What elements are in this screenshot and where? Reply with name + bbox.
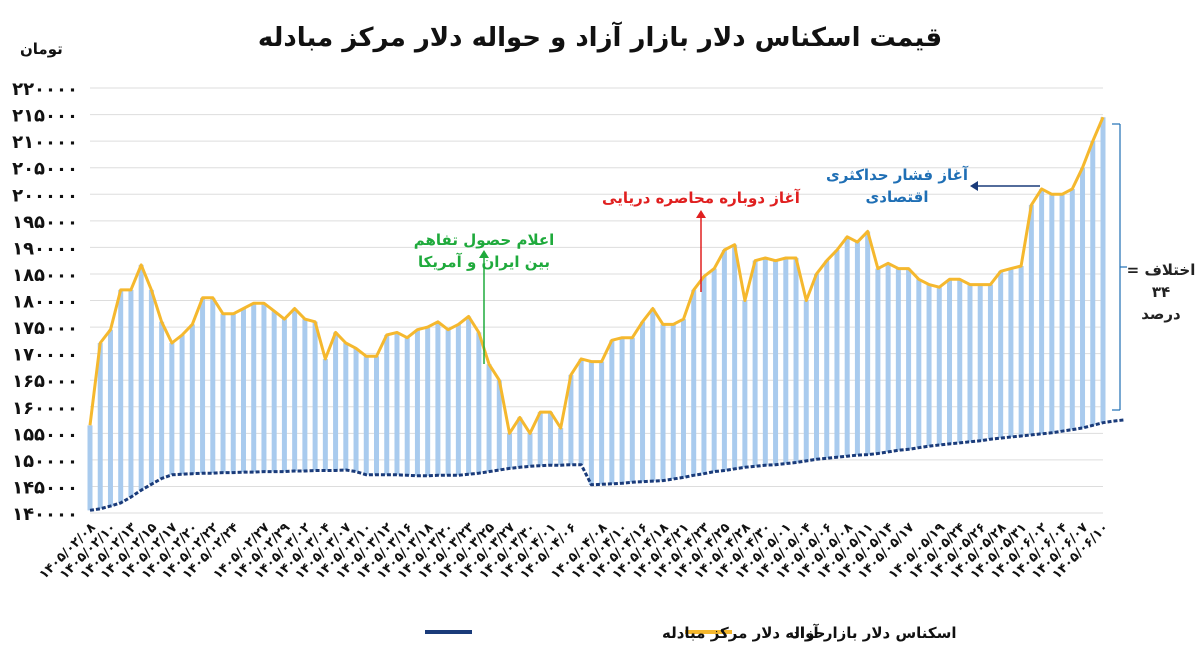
y-tick-label: ۲۱۵۰۰۰: [12, 106, 78, 127]
y-tick-label: ۲۰۰۰۰۰: [12, 185, 78, 206]
y-tick-label: ۲۱۰۰۰۰: [12, 132, 78, 153]
spread-fill: [87, 117, 1106, 511]
annotation-diff: درصد: [1141, 305, 1181, 323]
annotation-deal-arrowhead: [479, 250, 489, 258]
y-tick-label: ۱۷۰۰۰۰: [12, 345, 78, 366]
legend-label-exchange: حواله دلار مرکز مبادله: [662, 624, 825, 642]
annotation-blockade: آغاز دوباره محاصره دریایی: [602, 189, 801, 207]
y-tick-label: ۲۲۰۰۰۰: [12, 79, 78, 100]
legend-label-market: اسکناس دلار بازار آزاد: [792, 624, 957, 642]
annotation-deal: اعلام حصول تفاهم: [414, 231, 554, 249]
y-tick-label: ۱۴۰۰۰۰: [12, 504, 78, 525]
y-tick-label: ۱۶۰۰۰۰: [12, 398, 78, 419]
series-line-market: [88, 116, 1105, 435]
annotation-pressure: اقتصادی: [866, 188, 929, 206]
y-tick-label: ۱۷۵۰۰۰: [12, 318, 78, 339]
y-tick-label: ۱۶۵۰۰۰: [12, 371, 78, 392]
chart-title: قیمت اسکناس دلار بازار آزاد و حواله دلار…: [258, 21, 942, 53]
annotation-diff: اختلاف =: [1127, 261, 1196, 279]
gridlines: [90, 87, 1103, 514]
y-axis-label: تومان: [20, 40, 63, 58]
y-tick-label: ۲۰۵۰۰۰: [12, 159, 78, 180]
x-axis-ticks: ۱۴۰۵/۰۲/۰۸۱۴۰۵/۰۲/۱۰۱۴۰۵/۰۲/۱۳۱۴۰۵/۰۲/۱۵…: [37, 520, 1112, 582]
y-tick-label: ۱۸۰۰۰۰: [12, 292, 78, 313]
annotation-blockade-arrowhead: [696, 210, 706, 218]
annotation-pressure-arrowhead: [970, 181, 978, 191]
y-tick-label: ۱۸۵۰۰۰: [12, 265, 78, 286]
y-tick-label: ۱۹۰۰۰۰: [12, 238, 78, 259]
annotation-pressure: آغاز فشار حداکثری: [826, 166, 969, 184]
series-lines: [88, 116, 1124, 512]
series-line-exchange: [89, 418, 1124, 512]
legend: اسکناس دلار بازار آزاد حواله دلار مرکز م…: [425, 624, 957, 642]
y-axis-ticks: ۱۴۰۰۰۰ ۱۴۵۰۰۰ ۱۵۰۰۰۰ ۱۵۵۰۰۰ ۱۶۰۰۰۰ ۱۶۵۰۰۰ ۱۷۰۰…: [12, 79, 78, 525]
y-tick-label: ۱۴۵۰۰۰: [12, 477, 78, 498]
annotation-diff: ۳۴: [1152, 283, 1170, 301]
y-tick-label: ۱۵۵۰۰۰: [12, 424, 78, 445]
y-tick-label: ۱۹۵۰۰۰: [12, 212, 78, 233]
y-tick-label: ۱۵۰۰۰۰: [12, 451, 78, 472]
